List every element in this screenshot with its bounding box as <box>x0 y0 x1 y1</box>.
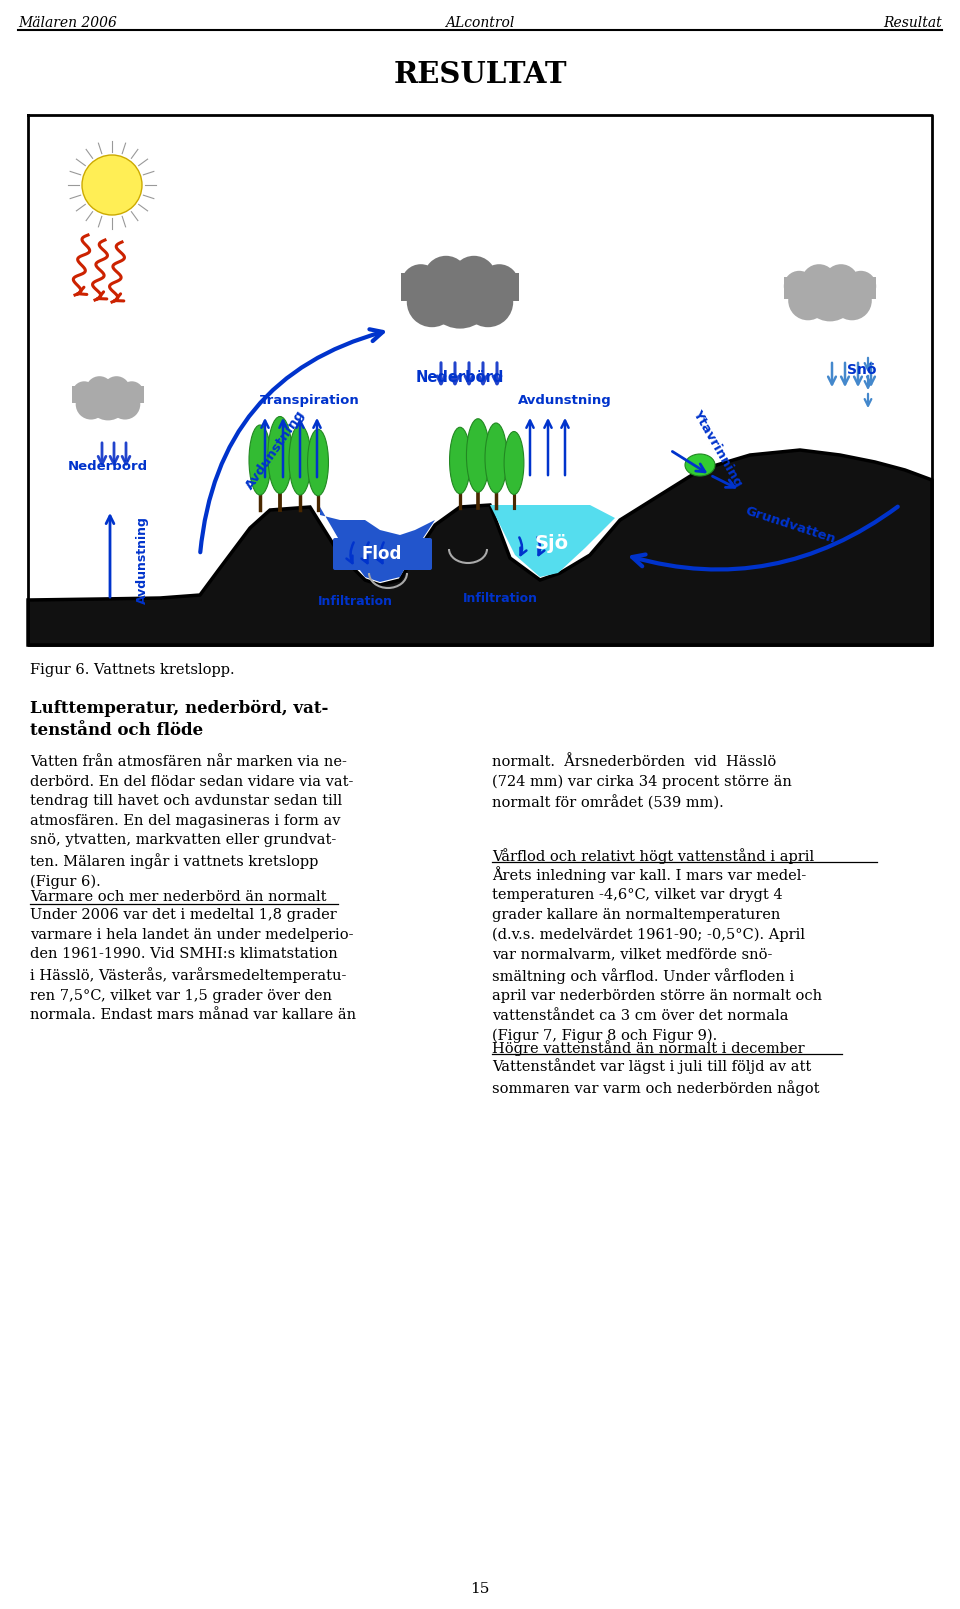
Text: Sjö: Sjö <box>535 534 569 552</box>
Circle shape <box>480 264 518 304</box>
Circle shape <box>109 389 140 420</box>
Circle shape <box>463 277 514 327</box>
Circle shape <box>788 280 828 320</box>
Text: RESULTAT: RESULTAT <box>394 60 566 88</box>
Text: Vatten från atmosfären når marken via ne-
derbörd. En del flödar sedan vidare vi: Vatten från atmosfären når marken via ne… <box>30 755 353 890</box>
Circle shape <box>76 389 107 420</box>
Ellipse shape <box>467 418 490 492</box>
Circle shape <box>401 264 441 304</box>
Ellipse shape <box>289 425 311 496</box>
Circle shape <box>426 261 493 328</box>
Ellipse shape <box>268 417 292 494</box>
Text: Resultat: Resultat <box>883 16 942 31</box>
Circle shape <box>85 377 113 404</box>
Text: Figur 6. Vattnets kretslopp.: Figur 6. Vattnets kretslopp. <box>30 663 234 677</box>
Text: Transpiration: Transpiration <box>260 394 360 407</box>
Text: Nederbörd: Nederbörd <box>68 460 148 473</box>
Polygon shape <box>320 507 455 582</box>
Text: Hav: Hav <box>53 578 104 602</box>
Text: Vattenståndet var lägst i juli till följd av att
sommaren var varm och nederbörd: Vattenståndet var lägst i juli till följ… <box>492 1059 820 1096</box>
Text: Flod: Flod <box>362 545 402 563</box>
Text: Högre vattenstånd än normalt i december: Högre vattenstånd än normalt i december <box>492 1039 804 1056</box>
Ellipse shape <box>485 423 507 492</box>
Bar <box>72 386 144 404</box>
Text: normalt.  Årsnederbörden  vid  Hässlö
(724 mm) var cirka 34 procent större än
no: normalt. Årsnederbörden vid Hässlö (724 … <box>492 755 792 811</box>
Ellipse shape <box>449 428 470 494</box>
Circle shape <box>804 269 856 322</box>
Ellipse shape <box>504 431 524 494</box>
Text: Mälaren 2006: Mälaren 2006 <box>18 16 117 31</box>
FancyBboxPatch shape <box>333 537 432 570</box>
Circle shape <box>783 270 815 301</box>
Text: Grundvatten: Grundvatten <box>743 504 837 545</box>
Text: Under 2006 var det i medeltal 1,8 grader
varmare i hela landet än under medelper: Under 2006 var det i medeltal 1,8 grader… <box>30 907 356 1022</box>
Bar <box>401 272 518 301</box>
Circle shape <box>407 277 457 327</box>
Text: Snö: Snö <box>848 364 876 377</box>
Circle shape <box>423 256 468 301</box>
Text: ALcontrol: ALcontrol <box>445 16 515 31</box>
Circle shape <box>82 154 142 216</box>
Ellipse shape <box>685 454 715 476</box>
Ellipse shape <box>249 425 271 496</box>
Polygon shape <box>490 505 615 578</box>
Circle shape <box>87 380 129 420</box>
Circle shape <box>72 381 96 405</box>
Circle shape <box>802 264 836 299</box>
Circle shape <box>451 256 496 301</box>
Circle shape <box>832 280 872 320</box>
Bar <box>783 277 876 299</box>
Bar <box>28 114 932 645</box>
Circle shape <box>846 270 876 301</box>
Text: Vårflod och relativt högt vattenstånd i april: Vårflod och relativt högt vattenstånd i … <box>492 848 814 864</box>
Polygon shape <box>28 451 932 645</box>
Polygon shape <box>28 568 240 645</box>
Text: Lufttemperatur, nederbörd, vat-
tenstånd och flöde: Lufttemperatur, nederbörd, vat- tenstånd… <box>30 700 328 739</box>
Circle shape <box>103 377 131 404</box>
Text: 15: 15 <box>470 1582 490 1596</box>
Text: Varmare och mer nederbörd än normalt: Varmare och mer nederbörd än normalt <box>30 890 326 904</box>
Circle shape <box>824 264 858 299</box>
Text: Ytavrinning: Ytavrinning <box>690 407 745 489</box>
Ellipse shape <box>307 430 328 496</box>
Text: Avdunstning: Avdunstning <box>243 407 307 492</box>
Text: Årets inledning var kall. I mars var medel-
temperaturen -4,6°C, vilket var dryg: Årets inledning var kall. I mars var med… <box>492 866 822 1043</box>
Text: Avdunstning: Avdunstning <box>135 516 149 603</box>
Text: Infiltration: Infiltration <box>463 592 538 605</box>
Text: Infiltration: Infiltration <box>318 595 393 608</box>
Text: Avdunstning: Avdunstning <box>518 394 612 407</box>
Circle shape <box>120 381 144 405</box>
Text: Nederbörd: Nederbörd <box>416 370 504 385</box>
